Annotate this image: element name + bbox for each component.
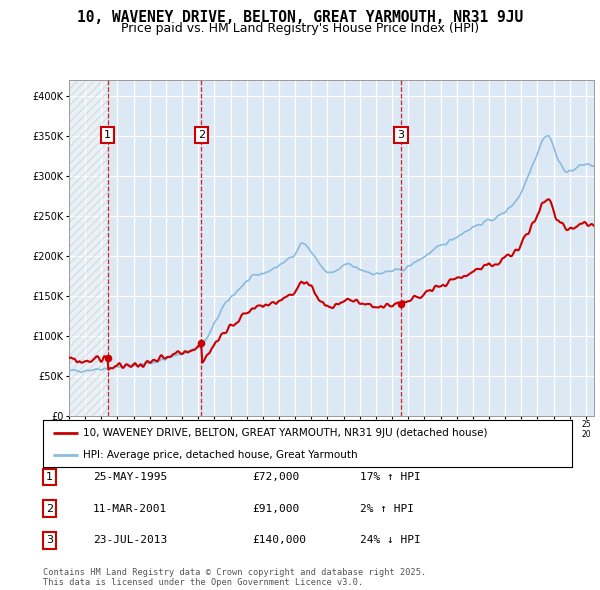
Text: £91,000: £91,000 [252,504,299,513]
Text: 10, WAVENEY DRIVE, BELTON, GREAT YARMOUTH, NR31 9JU: 10, WAVENEY DRIVE, BELTON, GREAT YARMOUT… [77,10,523,25]
Text: 3: 3 [397,130,404,140]
Bar [69,80,108,416]
Text: HPI: Average price, detached house, Great Yarmouth: HPI: Average price, detached house, Grea… [83,450,358,460]
Text: 2: 2 [198,130,205,140]
Text: 2% ↑ HPI: 2% ↑ HPI [360,504,414,513]
Text: 1: 1 [104,130,111,140]
Text: 24% ↓ HPI: 24% ↓ HPI [360,536,421,545]
Text: £72,000: £72,000 [252,472,299,481]
Text: £140,000: £140,000 [252,536,306,545]
Text: 3: 3 [46,536,53,545]
Text: 25-MAY-1995: 25-MAY-1995 [93,472,167,481]
Text: 23-JUL-2013: 23-JUL-2013 [93,536,167,545]
Text: 17% ↑ HPI: 17% ↑ HPI [360,472,421,481]
Text: Contains HM Land Registry data © Crown copyright and database right 2025.
This d: Contains HM Land Registry data © Crown c… [43,568,427,587]
Text: Price paid vs. HM Land Registry's House Price Index (HPI): Price paid vs. HM Land Registry's House … [121,22,479,35]
Text: 1: 1 [46,472,53,481]
Text: 10, WAVENEY DRIVE, BELTON, GREAT YARMOUTH, NR31 9JU (detached house): 10, WAVENEY DRIVE, BELTON, GREAT YARMOUT… [83,428,487,438]
Text: 11-MAR-2001: 11-MAR-2001 [93,504,167,513]
Text: 2: 2 [46,504,53,513]
